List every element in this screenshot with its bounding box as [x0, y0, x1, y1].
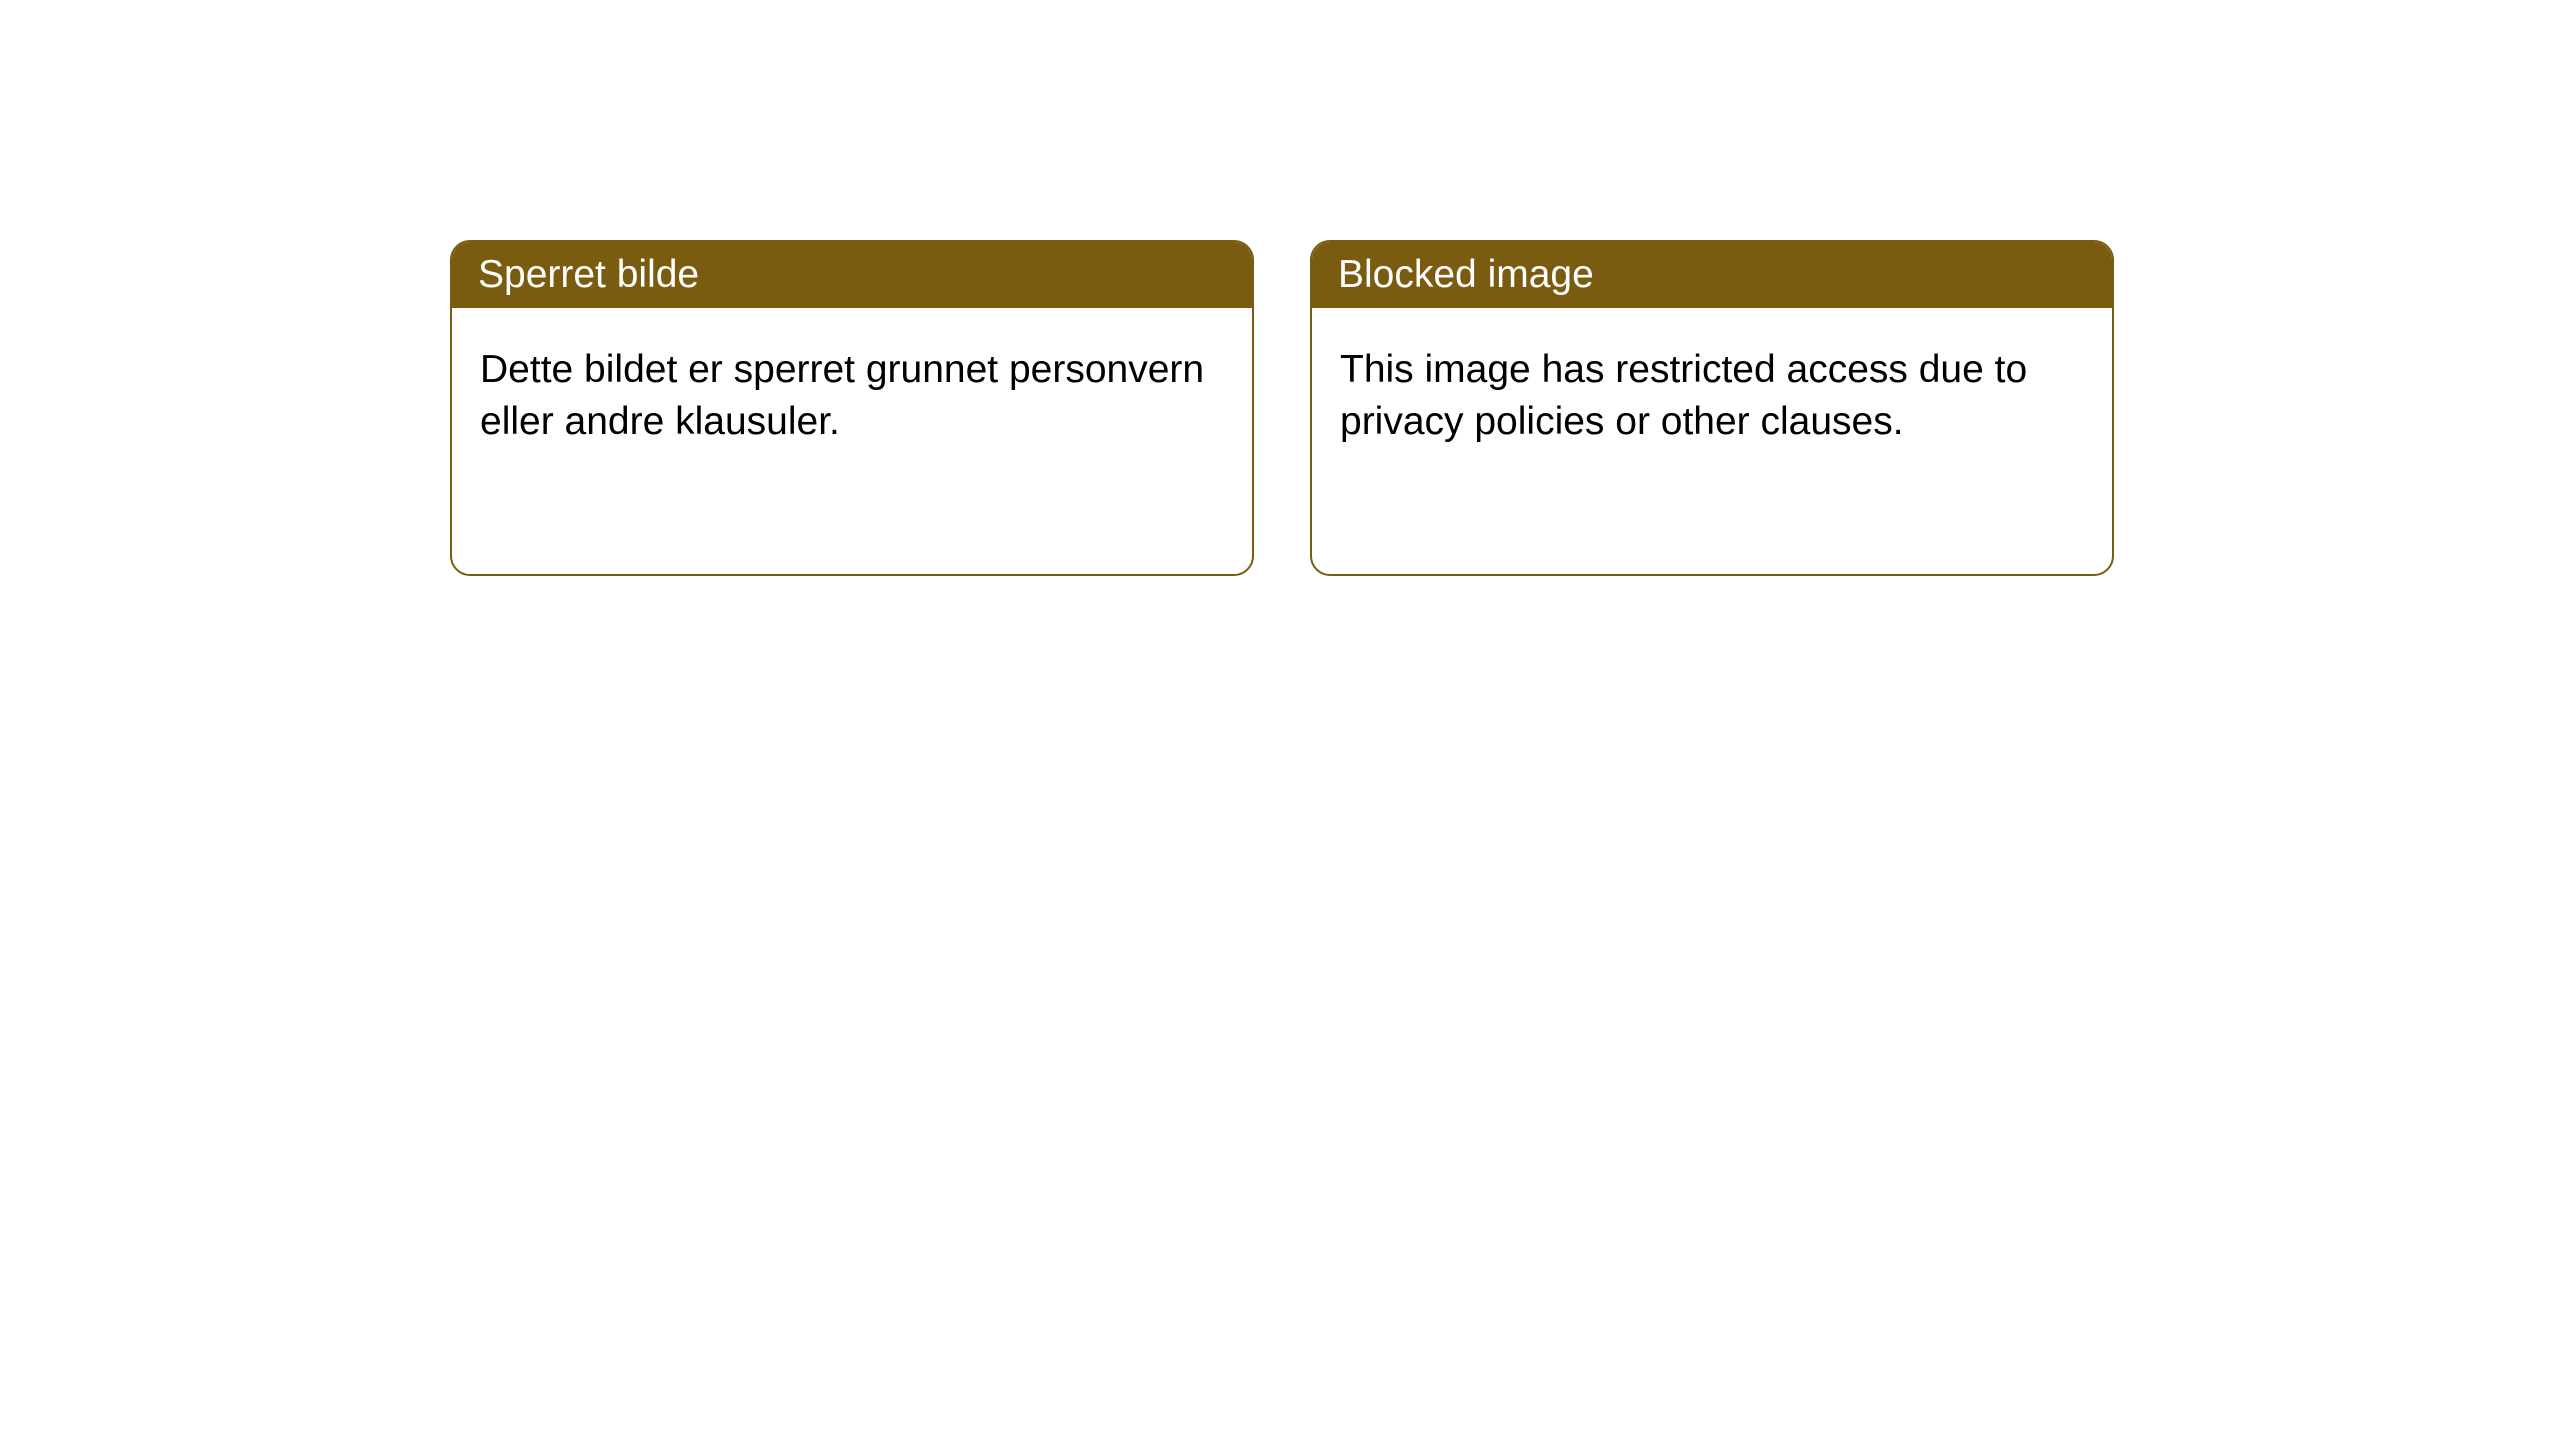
card-text-en: This image has restricted access due to … [1340, 348, 2027, 443]
cards-container: Sperret bilde Dette bildet er sperret gr… [450, 240, 2560, 576]
card-header-no: Sperret bilde [452, 242, 1252, 308]
card-header-en: Blocked image [1312, 242, 2112, 308]
card-body-en: This image has restricted access due to … [1312, 308, 2112, 477]
card-title-no: Sperret bilde [478, 253, 699, 296]
card-text-no: Dette bildet er sperret grunnet personve… [480, 348, 1204, 443]
card-body-no: Dette bildet er sperret grunnet personve… [452, 308, 1252, 477]
card-title-en: Blocked image [1338, 253, 1594, 296]
blocked-image-card-en: Blocked image This image has restricted … [1310, 240, 2114, 576]
blocked-image-card-no: Sperret bilde Dette bildet er sperret gr… [450, 240, 1254, 576]
